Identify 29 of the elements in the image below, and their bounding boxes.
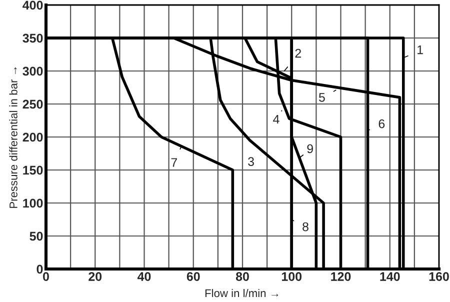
y-tick-label: 300 — [22, 66, 43, 76]
annotation: 5 — [318, 93, 325, 102]
x-tick-label: 140 — [380, 272, 400, 281]
annotation: 7 — [171, 158, 177, 167]
y-tick-label: 400 — [22, 0, 43, 10]
x-tick-label: 60 — [186, 272, 200, 281]
annotation: 4 — [273, 114, 280, 124]
x-axis-title: Flow in l/min → — [205, 288, 278, 298]
y-tick-label: 100 — [23, 198, 43, 208]
x-tick-label: 0 — [43, 272, 49, 281]
y-tick-label: 50 — [30, 232, 43, 241]
annotation: 9 — [307, 144, 313, 154]
y-tick-label: 350 — [22, 34, 43, 43]
annotation: 6 — [378, 119, 385, 128]
x-tick-label: 100 — [282, 272, 302, 281]
annotation: 3 — [248, 157, 254, 166]
x-tick-label: 40 — [137, 272, 151, 281]
y-tick-label: 150 — [23, 166, 43, 175]
x-tick-label: 20 — [88, 272, 102, 281]
y-axis-title: Pressure differential in bar → — [9, 67, 18, 208]
annotation: 1 — [418, 45, 423, 54]
y-tick-label: 200 — [22, 132, 43, 142]
annotation: 8 — [302, 222, 308, 232]
y-tick-label: 0 — [36, 264, 43, 274]
x-tick-label: 120 — [331, 272, 351, 281]
y-tick-label: 250 — [22, 100, 43, 109]
x-tick-label: 80 — [236, 272, 249, 281]
annotation: 2 — [295, 48, 301, 58]
x-tick-label: 160 — [429, 272, 449, 281]
